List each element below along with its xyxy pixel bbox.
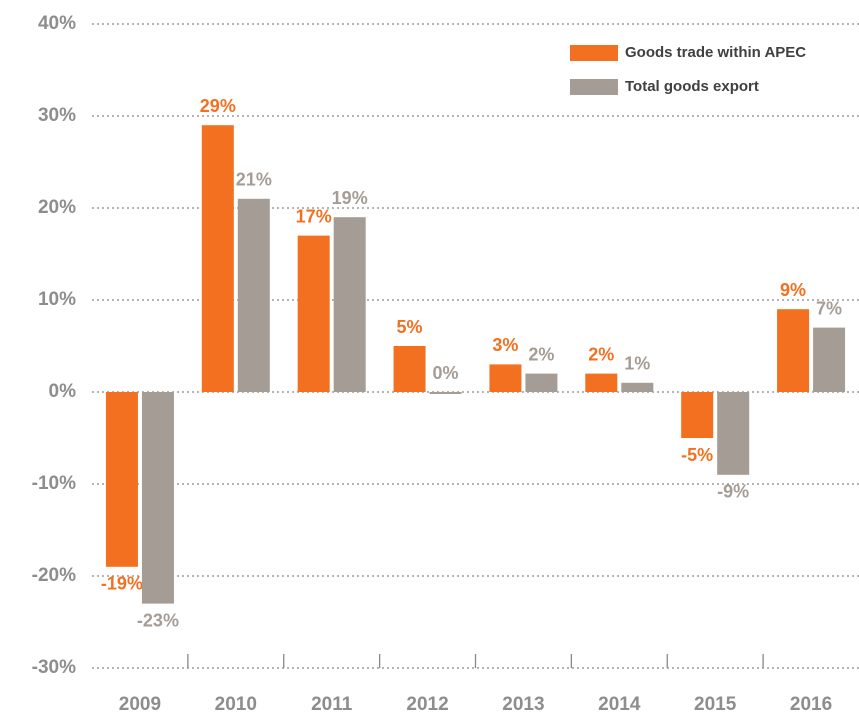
- data-label: 29%: [200, 96, 236, 116]
- legend-swatch: [570, 79, 618, 95]
- data-label: 2%: [528, 344, 554, 364]
- y-tick-label: -10%: [32, 473, 76, 494]
- y-tick-label: -20%: [32, 565, 76, 586]
- legend-label: Total goods export: [625, 78, 759, 95]
- x-tick-label: 2009: [119, 694, 161, 715]
- data-label: -19%: [101, 574, 143, 594]
- bar: [333, 217, 366, 392]
- bar: [585, 373, 618, 392]
- legend-swatch: [570, 45, 618, 61]
- x-tick-label: 2015: [694, 694, 737, 715]
- bar: [489, 364, 522, 392]
- data-label: 17%: [296, 206, 332, 226]
- x-tick-label: 2012: [406, 694, 448, 715]
- bar: [201, 125, 234, 392]
- bar: [237, 198, 270, 392]
- y-tick-label: 0%: [49, 381, 77, 402]
- y-tick-label: 30%: [38, 105, 76, 126]
- x-tick-label: 2010: [215, 694, 257, 715]
- bar: [297, 235, 330, 392]
- data-label: -5%: [681, 445, 713, 465]
- legend-label: Goods trade within APEC: [625, 44, 806, 61]
- data-label: 7%: [816, 298, 842, 318]
- data-label: 5%: [397, 317, 423, 337]
- bar: [525, 373, 558, 392]
- x-tick-label: 2016: [790, 694, 832, 715]
- bar: [393, 346, 426, 392]
- bar: [105, 392, 138, 567]
- data-label: 2%: [588, 344, 614, 364]
- x-tick-label: 2011: [311, 694, 353, 715]
- bar: [777, 309, 810, 392]
- bar: [141, 392, 174, 604]
- x-tick-label: 2014: [598, 694, 641, 715]
- x-tick-label: 2013: [502, 694, 544, 715]
- data-label: 19%: [332, 188, 368, 208]
- bar: [429, 392, 462, 394]
- y-tick-label: 40%: [38, 13, 76, 34]
- y-tick-label: -30%: [32, 657, 76, 678]
- data-label: -23%: [137, 610, 179, 630]
- data-label: 21%: [236, 170, 272, 190]
- bar: [813, 327, 846, 392]
- bar: [717, 392, 750, 475]
- y-tick-label: 20%: [38, 197, 76, 218]
- y-tick-label: 10%: [38, 289, 76, 310]
- data-label: -9%: [717, 482, 749, 502]
- data-label: 3%: [492, 335, 518, 355]
- bar: [621, 382, 654, 392]
- data-label: 9%: [780, 280, 806, 300]
- bar: [681, 392, 714, 438]
- data-label: 0%: [433, 363, 459, 383]
- data-label: 1%: [624, 354, 650, 374]
